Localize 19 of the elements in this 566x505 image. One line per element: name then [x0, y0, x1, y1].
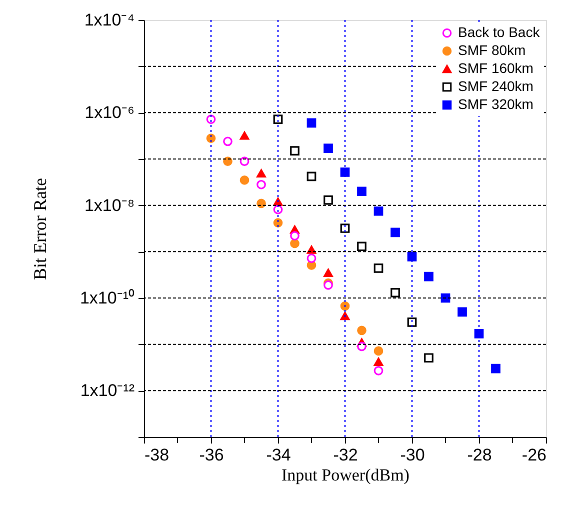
x-tick-label: -32 — [333, 446, 358, 464]
x-tick-label: -26 — [522, 446, 546, 464]
legend-label: SMF 80km — [458, 42, 526, 58]
y-tick-label: 1x10⁻⁸ — [84, 196, 134, 215]
y-tick-label: 1x10⁻¹² — [80, 381, 135, 400]
legend-label: SMF 320km — [458, 96, 534, 112]
x-axis-title: Input Power(dBm) — [282, 466, 410, 484]
y-tick-label: 1x10⁻¹⁰ — [80, 288, 134, 308]
y-tick-label: 1x10⁻⁶ — [84, 103, 134, 122]
x-tick-label: -28 — [467, 446, 492, 464]
legend-label: SMF 160km — [458, 60, 534, 76]
legend-label: Back to Back — [458, 24, 541, 40]
y-tick-label: 1x10⁻⁴ — [84, 10, 134, 30]
x-tick-label: -30 — [400, 446, 425, 464]
x-tick-label: -38 — [144, 446, 170, 464]
x-tick-label: -34 — [266, 446, 291, 464]
x-tick-label: -36 — [199, 446, 224, 464]
legend-label: SMF 240km — [458, 78, 534, 94]
y-axis-title: Bit Error Rate — [30, 178, 50, 280]
